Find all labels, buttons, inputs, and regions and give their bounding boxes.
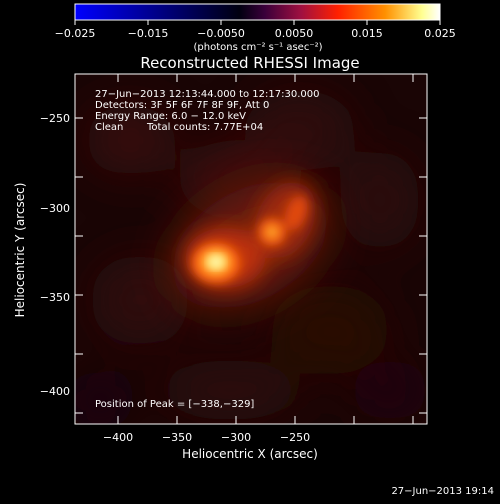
colorbar-tick-label: −0.025 bbox=[55, 27, 96, 40]
info-annotation: 27−Jun−2013 12:13:44.000 to 12:17:30.000… bbox=[95, 89, 320, 133]
colorbar-ticks bbox=[74, 20, 441, 25]
x-tick-label: −300 bbox=[221, 431, 251, 444]
info-energy-range: Energy Range: 6.0 − 12.0 keV bbox=[95, 111, 246, 122]
x-axis bbox=[117, 74, 414, 424]
y-tick-label: −300 bbox=[40, 202, 70, 215]
y-axis bbox=[75, 117, 427, 414]
colorbar-tick-label: 0.025 bbox=[424, 27, 456, 40]
x-tick-label: −350 bbox=[162, 431, 192, 444]
info-detectors: Detectors: 3F 5F 6F 7F 8F 9F, Att 0 bbox=[95, 100, 269, 111]
plot-title: Reconstructed RHESSI Image bbox=[140, 54, 359, 72]
peak-position: Position of Peak = [−338,−329] bbox=[95, 399, 254, 410]
y-axis-label: Heliocentric Y (arcsec) bbox=[13, 183, 27, 318]
plot-frame bbox=[74, 73, 428, 425]
info-method: Clean bbox=[95, 122, 123, 133]
y-tick-label: −350 bbox=[40, 291, 70, 304]
colorbar-gradient bbox=[74, 3, 441, 21]
info-total-counts: Total counts: 7.77E+04 bbox=[146, 122, 263, 133]
x-axis-label: Heliocentric X (arcsec) bbox=[182, 447, 318, 461]
colorbar-tick-label: −0.015 bbox=[128, 27, 169, 40]
colorbar-units: (photons cm⁻² s⁻¹ asec⁻²) bbox=[193, 42, 322, 53]
x-tick-label: −400 bbox=[103, 431, 133, 444]
colorbar-tick-label: −0.0050 bbox=[197, 27, 245, 40]
info-time-range: 27−Jun−2013 12:13:44.000 to 12:17:30.000 bbox=[95, 89, 320, 100]
colorbar: −0.025 −0.015 −0.0050 0.0050 0.015 0.025… bbox=[55, 3, 456, 53]
colorbar-tick-label: 0.0050 bbox=[275, 27, 314, 40]
x-tick-label: −250 bbox=[280, 431, 310, 444]
colorbar-tick-label: 0.015 bbox=[351, 27, 383, 40]
plot-timestamp: 27−Jun−2013 19:14 bbox=[391, 486, 494, 497]
y-tick-label: −400 bbox=[40, 385, 70, 398]
y-tick-label: −250 bbox=[40, 112, 70, 125]
solar-image bbox=[75, 74, 427, 424]
